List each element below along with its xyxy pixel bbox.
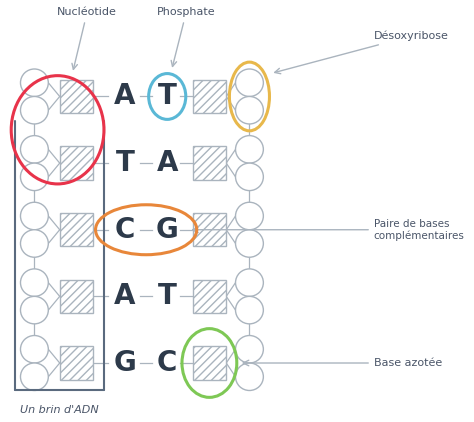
Bar: [60, 346, 93, 380]
Text: A: A: [114, 82, 136, 111]
Bar: [60, 146, 93, 180]
Circle shape: [20, 69, 48, 97]
Circle shape: [20, 163, 48, 191]
Text: Paire de bases
complémentaires: Paire de bases complémentaires: [192, 219, 465, 241]
Bar: [60, 213, 93, 246]
Circle shape: [20, 269, 48, 296]
Bar: [192, 280, 226, 313]
Text: G: G: [114, 349, 137, 377]
Circle shape: [236, 230, 264, 257]
Circle shape: [20, 135, 48, 163]
Circle shape: [20, 335, 48, 363]
Text: Nucléotide: Nucléotide: [57, 7, 117, 69]
Circle shape: [236, 97, 264, 124]
Circle shape: [236, 202, 264, 230]
Text: C: C: [157, 349, 177, 377]
Bar: [192, 213, 226, 246]
Text: Phosphate: Phosphate: [157, 7, 216, 66]
Circle shape: [20, 202, 48, 230]
Text: C: C: [115, 216, 135, 244]
Circle shape: [20, 97, 48, 124]
Circle shape: [236, 135, 264, 163]
Text: A: A: [114, 282, 136, 310]
Text: G: G: [156, 216, 179, 244]
Circle shape: [20, 230, 48, 257]
Circle shape: [236, 69, 264, 97]
Bar: [60, 280, 93, 313]
Circle shape: [236, 363, 264, 390]
Bar: [60, 80, 93, 113]
Text: A: A: [156, 149, 178, 177]
Circle shape: [20, 296, 48, 324]
Text: T: T: [158, 282, 177, 310]
Circle shape: [236, 163, 264, 191]
Text: Un brin d'ADN: Un brin d'ADN: [20, 405, 99, 415]
Text: Base azotée: Base azotée: [243, 358, 442, 368]
Circle shape: [20, 363, 48, 390]
Bar: [192, 80, 226, 113]
Text: T: T: [158, 82, 177, 111]
Text: Désoxyribose: Désoxyribose: [275, 31, 449, 74]
Circle shape: [236, 269, 264, 296]
Circle shape: [236, 335, 264, 363]
Circle shape: [236, 296, 264, 324]
Text: T: T: [116, 149, 135, 177]
Bar: [192, 146, 226, 180]
Bar: [192, 346, 226, 380]
